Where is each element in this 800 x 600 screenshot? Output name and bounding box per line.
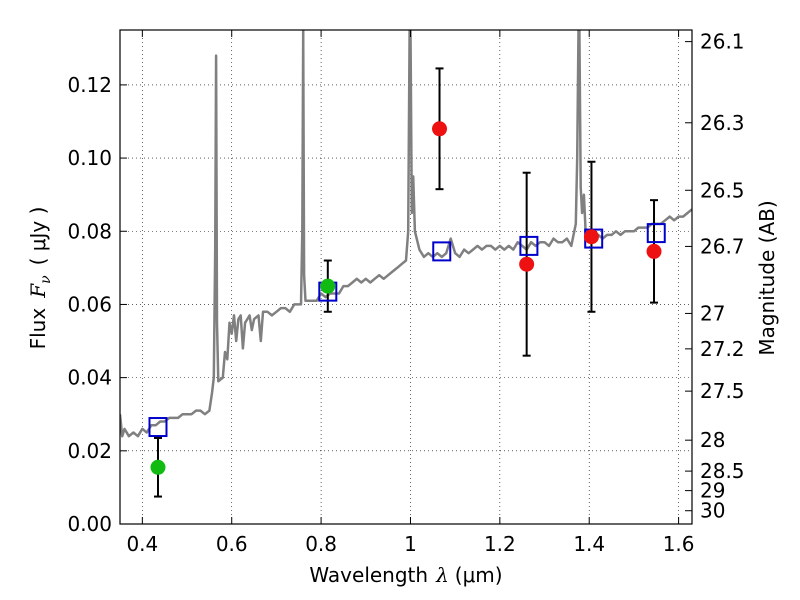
grid-lines	[120, 30, 692, 525]
y-tick-label: 0.08	[67, 219, 112, 243]
mag-tick-label: 26.3	[700, 111, 745, 135]
model-box-marker	[432, 241, 452, 262]
mag-tick-label: 27.5	[700, 379, 745, 403]
y-tick-label: 0.06	[67, 292, 112, 316]
y-axis-label: FluxFν( μJy )	[26, 207, 54, 350]
mag-tick-label: 28	[700, 428, 725, 452]
spectrum-line	[120, 30, 692, 438]
mag-tick-label: 29	[700, 479, 725, 503]
error-bars	[153, 67, 659, 498]
y-tick-label: 0.02	[67, 439, 112, 463]
mag-tick-label: 26.7	[700, 234, 745, 258]
axis-ticks: 0.4 0.6 0.8 1 1.2 1.4 1.6 0.00 0.02 0.04 0.06 0.08 0…	[67, 30, 744, 556]
spectrum-series	[120, 30, 692, 438]
y-tick-label: 0.10	[67, 146, 112, 170]
detection-point	[646, 243, 662, 259]
data-markers	[148, 121, 666, 475]
y-tick-label: 0.00	[67, 512, 112, 536]
x-tick-label: 1.4	[573, 532, 605, 556]
detection-point	[519, 256, 535, 272]
model-box-marker	[519, 235, 539, 256]
model-box-marker	[646, 223, 666, 244]
mag-tick-label: 30	[700, 499, 725, 523]
mag-tick-label: 26.1	[700, 30, 745, 54]
detection-point	[583, 229, 599, 245]
mag-tick-label: 27	[700, 301, 725, 325]
x-tick-label: 0.4	[126, 532, 158, 556]
y-tick-label: 0.04	[67, 366, 112, 390]
detection-point	[432, 121, 448, 137]
x-tick-label: 0.6	[216, 532, 248, 556]
y2-axis-label: Magnitude (AB)	[755, 200, 779, 355]
x-tick-label: 1	[404, 532, 417, 556]
plot-frame	[119, 29, 693, 525]
mag-tick-label: 26.5	[700, 178, 745, 202]
y-tick-label: 0.12	[67, 73, 112, 97]
mag-tick-label: 28.5	[700, 459, 745, 483]
ground-point	[320, 278, 336, 294]
x-tick-label: 0.8	[305, 532, 337, 556]
x-tick-label: 1.6	[663, 532, 695, 556]
ground-point	[150, 459, 166, 475]
x-tick-label: 1.2	[484, 532, 516, 556]
mag-tick-label: 27.2	[700, 337, 745, 361]
model-box-marker	[148, 417, 168, 438]
x-axis-label: Wavelength λ (μm)	[309, 563, 502, 587]
